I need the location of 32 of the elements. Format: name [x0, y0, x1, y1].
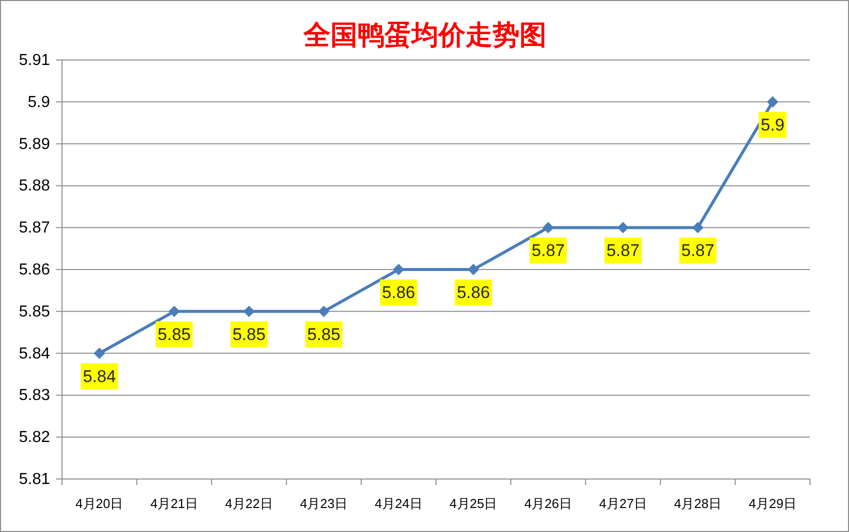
- y-tick-label: 5.89: [18, 135, 50, 152]
- y-tick-label: 5.86: [18, 261, 50, 278]
- x-tick-label: 4月23日: [300, 496, 348, 510]
- y-tick-label: 5.88: [18, 177, 50, 194]
- data-label: 5.87: [530, 238, 567, 264]
- y-tick-label: 5.85: [18, 302, 50, 320]
- data-label: 5.85: [305, 321, 342, 348]
- y-tick-label: 5.82: [18, 428, 50, 446]
- y-tick-label: 5.81: [18, 470, 50, 488]
- x-tick-label: 4月20日: [76, 496, 124, 510]
- x-tick-label: 4月25日: [450, 496, 498, 510]
- y-tick-label: 5.9: [28, 93, 50, 110]
- data-label: 5.85: [230, 321, 268, 348]
- data-label: 5.86: [380, 280, 418, 306]
- y-tick-label: 5.83: [18, 386, 50, 404]
- y-tick-label: 5.87: [18, 219, 50, 236]
- data-label: 5.84: [80, 363, 118, 390]
- data-label: 5.85: [156, 321, 193, 348]
- title: 全国鸭蛋均价走势图: [304, 20, 546, 50]
- x-tick-label: 4月24日: [374, 496, 422, 510]
- x-tick-label: 4月28日: [674, 496, 722, 510]
- x-tick-label: 4月27日: [599, 496, 647, 510]
- y-tick-label: 5.84: [18, 344, 50, 362]
- y-tick-label: 5.91: [18, 52, 50, 68]
- x-tick-label: 4月21日: [150, 496, 198, 510]
- data-label: 5.86: [454, 280, 492, 306]
- data-label: 5.87: [679, 238, 716, 264]
- data-label: 5.9: [758, 112, 786, 138]
- x-tick-label: 4月26日: [524, 496, 572, 510]
- x-tick-label: 4月22日: [225, 496, 273, 510]
- x-tick-label: 4月29日: [748, 496, 796, 510]
- data-label: 5.87: [604, 238, 642, 264]
